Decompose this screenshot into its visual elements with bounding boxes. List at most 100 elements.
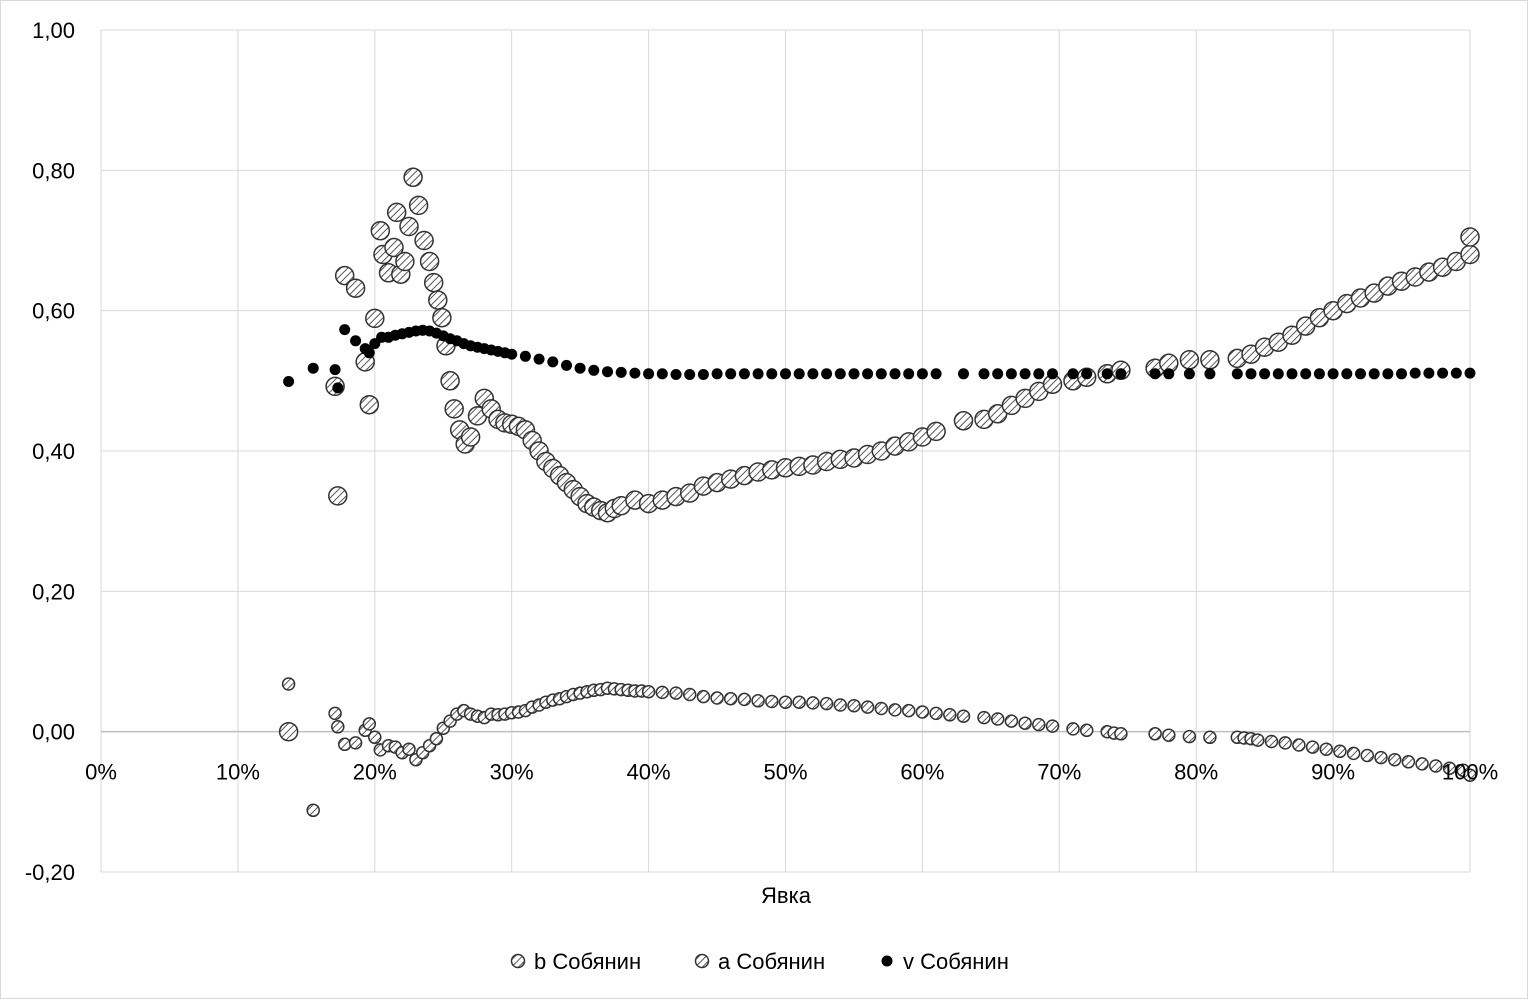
y-tick-label: 0,60	[32, 299, 75, 324]
data-point	[334, 265, 355, 286]
y-tick-label: 0,40	[32, 439, 75, 464]
data-point	[738, 368, 750, 380]
data-point	[1282, 325, 1302, 345]
data-point	[1162, 728, 1176, 742]
data-point	[1387, 752, 1402, 767]
data-point	[847, 698, 861, 713]
data-point	[1163, 368, 1175, 380]
data-point	[1360, 748, 1375, 763]
data-point	[766, 368, 778, 380]
data-point	[1278, 736, 1292, 750]
legend-marker	[510, 953, 526, 969]
data-point	[953, 411, 974, 431]
data-point	[1231, 368, 1243, 380]
data-point	[875, 368, 887, 380]
data-point	[958, 368, 969, 380]
data-point	[1081, 368, 1093, 380]
data-point	[419, 251, 440, 272]
data-point	[1251, 733, 1265, 747]
x-axis-title: Явка	[761, 883, 812, 908]
data-point	[1415, 757, 1429, 771]
x-tick-label: 10%	[216, 760, 260, 785]
data-point	[888, 703, 902, 717]
data-point	[1382, 368, 1394, 380]
data-point	[1341, 368, 1353, 380]
data-point	[386, 202, 407, 223]
data-point	[916, 368, 928, 380]
series-b-sobyanin	[281, 677, 1477, 818]
data-point	[328, 706, 342, 721]
legend-marker	[881, 955, 893, 967]
y-tick-label: 0,20	[32, 579, 75, 604]
data-point	[656, 368, 668, 380]
data-point	[1264, 734, 1279, 749]
data-point	[1327, 368, 1339, 380]
data-point	[929, 706, 943, 721]
data-point	[655, 685, 670, 700]
data-point	[403, 167, 423, 188]
data-point	[602, 366, 613, 378]
data-point	[368, 730, 382, 745]
data-point	[1355, 368, 1366, 380]
data-point	[1114, 727, 1128, 741]
data-point	[615, 366, 627, 378]
data-point	[834, 368, 846, 380]
data-point	[1200, 350, 1220, 370]
data-point	[1396, 368, 1407, 380]
data-point	[1115, 368, 1127, 380]
data-point	[1463, 768, 1477, 782]
x-tick-label: 30%	[490, 760, 534, 785]
data-point	[723, 691, 738, 706]
x-tick-label: 50%	[763, 760, 807, 785]
x-tick-label: 70%	[1037, 760, 1081, 785]
data-point	[992, 368, 1004, 380]
data-point	[1004, 714, 1019, 728]
data-point	[1179, 350, 1200, 370]
data-point	[283, 376, 295, 387]
data-point	[281, 677, 296, 691]
data-point	[328, 486, 348, 506]
data-point	[306, 803, 320, 818]
legend: b Собянин a Собянин v Собянин	[510, 949, 1009, 974]
data-point	[697, 369, 709, 380]
data-point	[1292, 738, 1306, 752]
data-point	[428, 290, 448, 310]
data-point	[429, 731, 444, 746]
data-point	[1245, 368, 1257, 380]
data-point	[793, 368, 805, 380]
data-point	[752, 368, 764, 380]
data-point	[1101, 368, 1113, 380]
data-point	[1148, 727, 1162, 741]
data-point	[533, 353, 545, 365]
data-point	[574, 362, 586, 374]
data-point	[725, 368, 737, 380]
data-point	[1045, 719, 1060, 733]
data-point	[751, 694, 765, 708]
data-point	[1401, 755, 1416, 769]
data-point	[363, 347, 375, 359]
x-tick-label: 20%	[353, 760, 397, 785]
data-point	[684, 369, 696, 380]
data-point	[889, 368, 901, 380]
data-point	[1204, 368, 1216, 380]
data-point	[930, 368, 942, 380]
data-point	[821, 368, 833, 380]
data-point	[460, 427, 481, 447]
data-point	[780, 368, 791, 380]
data-point	[1450, 367, 1462, 379]
tick-labels: 0% 10% 20% 30% 40% 50% 60% 70% 80% 90% 100% -0,20 0,…	[25, 18, 1498, 885]
data-point	[978, 368, 990, 380]
data-point	[408, 195, 429, 216]
data-point	[1203, 730, 1217, 745]
data-point	[792, 695, 806, 709]
data-point	[1183, 368, 1195, 380]
data-point	[990, 712, 1005, 726]
data-point	[362, 717, 377, 731]
data-point	[737, 692, 752, 707]
data-point	[711, 368, 723, 380]
data-point	[819, 696, 834, 711]
data-point	[1047, 368, 1058, 380]
x-tick-label: 80%	[1174, 760, 1218, 785]
data-point	[432, 307, 452, 328]
